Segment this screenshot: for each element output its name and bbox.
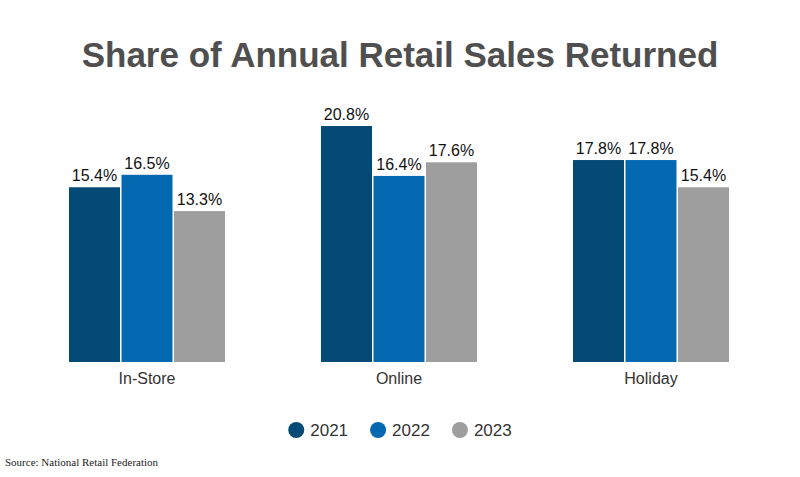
category-label: In-Store [119,370,176,387]
data-labels: 15.4% 20.8% 17.8% 16.5% 16.4% 17.8% 13.3% 17.6%… [72,106,726,208]
data-label: 20.8% [324,106,369,123]
data-label: 16.5% [124,155,169,172]
category-label: Online [376,370,422,387]
bar [678,187,729,362]
legend-item: 2022 [370,421,430,440]
bar [321,126,372,362]
bar [374,176,425,362]
source: Source: National Retail Federation [5,456,159,468]
bar [426,162,477,362]
data-label: 16.4% [376,156,421,173]
legend-item: 2023 [452,421,512,440]
category-label: Holiday [624,370,677,387]
data-label: 15.4% [681,167,726,184]
data-label: 17.8% [628,140,673,157]
data-label: 17.6% [429,142,474,159]
bar [69,187,120,362]
bar [626,160,677,362]
bar [573,160,624,362]
legend: 2021 2022 2023 [288,421,511,440]
title: Share of Annual Retail Sales Returned [82,35,719,74]
bar [174,211,225,362]
data-label: 17.8% [576,140,621,157]
legend-label: 2021 [310,421,348,440]
data-label: 15.4% [72,167,117,184]
legend-swatch [288,422,304,438]
bars [69,126,729,362]
legend-label: 2023 [474,421,512,440]
chart: Share of Annual Retail Sales Returned 15.… [0,0,800,477]
legend-swatch [452,422,468,438]
legend-swatch [370,422,386,438]
legend-item: 2021 [288,421,348,440]
data-label: 13.3% [177,191,222,208]
legend-label: 2022 [392,421,430,440]
bar [122,175,173,362]
